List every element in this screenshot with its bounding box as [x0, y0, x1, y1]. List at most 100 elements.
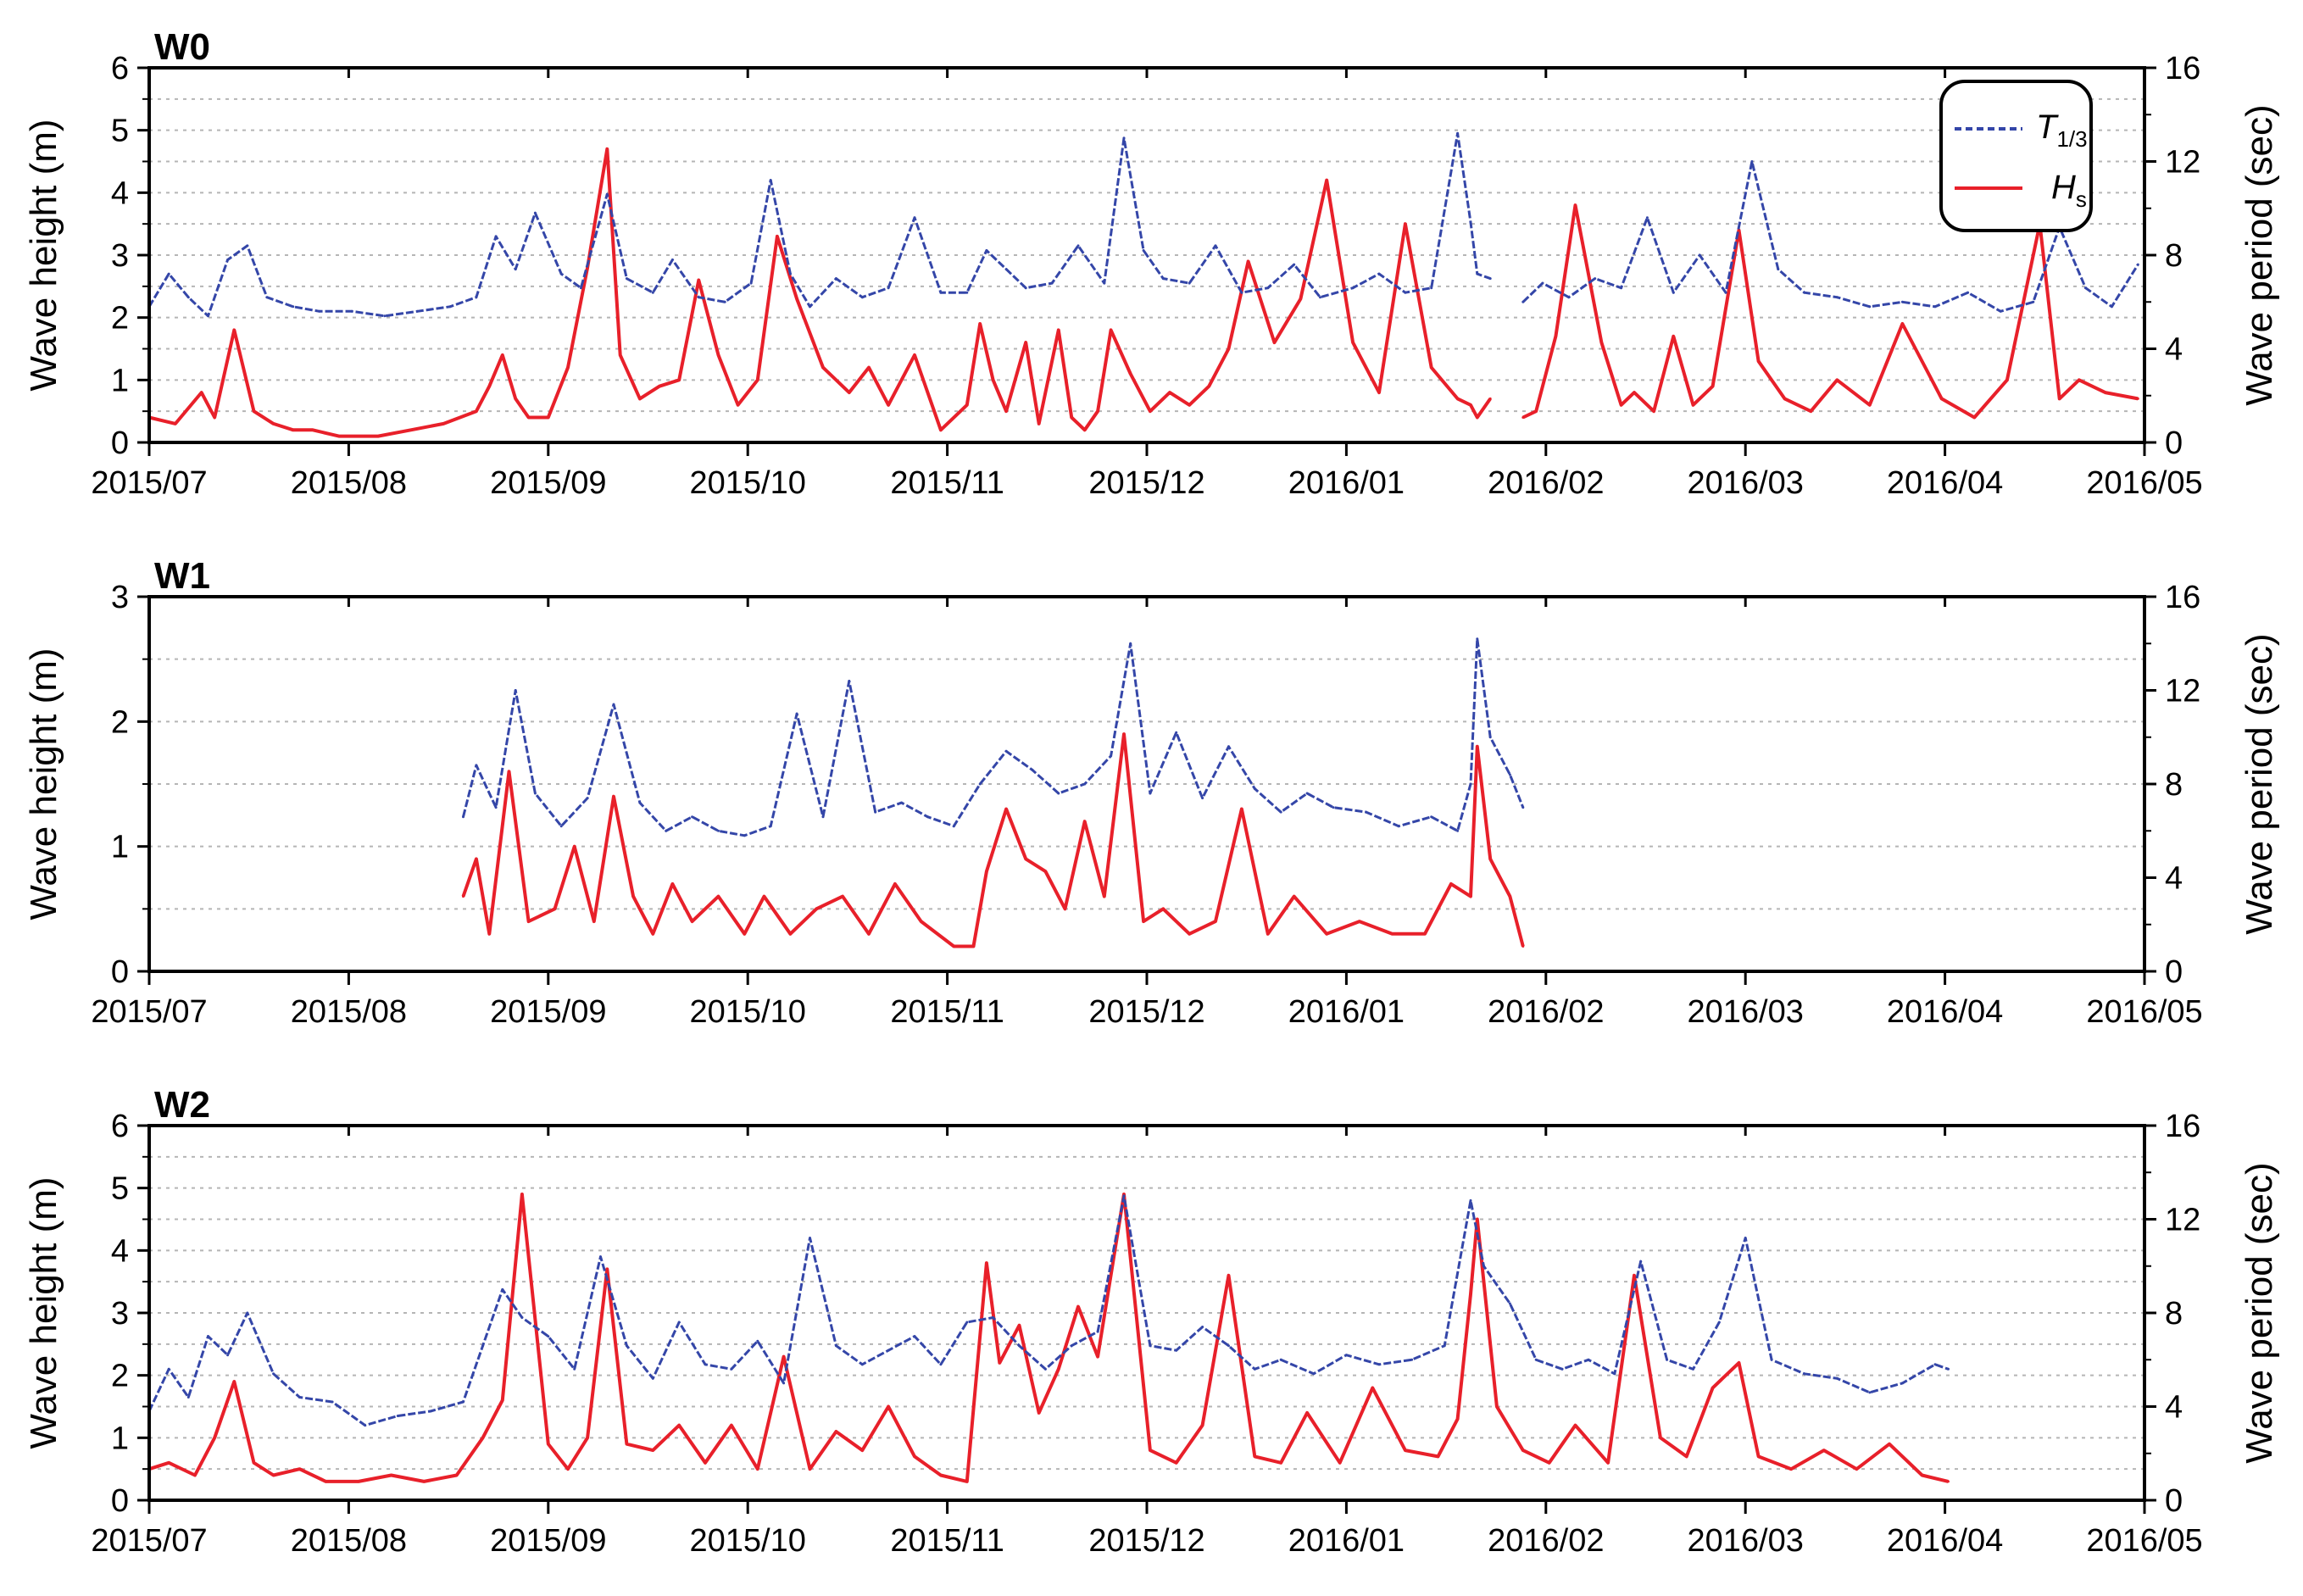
data-point-hs — [442, 422, 445, 425]
data-point-hs — [1620, 403, 1623, 407]
data-point-t13 — [1227, 745, 1230, 748]
data-point-hs — [1554, 335, 1557, 338]
y2-axis-title: Wave period (sec) — [2239, 104, 2280, 405]
y-tick-label: 5 — [111, 114, 129, 149]
data-point-t13 — [1293, 263, 1296, 266]
data-point-hs — [625, 1443, 628, 1446]
data-point-hs — [1783, 397, 1786, 400]
data-point-t13 — [559, 825, 563, 828]
data-point-t13 — [1305, 792, 1309, 795]
data-point-t13 — [298, 1396, 301, 1399]
data-point-t13 — [717, 829, 720, 832]
data-point-hs — [1247, 259, 1250, 263]
data-point-t13 — [1201, 797, 1204, 800]
data-point-hs — [867, 366, 871, 370]
data-point-hs — [1685, 1454, 1688, 1458]
data-point-hs — [619, 353, 622, 357]
data-point-hs — [1293, 895, 1296, 898]
data-point-t13 — [462, 815, 464, 819]
data-point-hs — [1253, 1454, 1256, 1458]
y-axis-title: Wave height (m) — [23, 119, 64, 391]
data-point-t13 — [1724, 291, 1727, 294]
data-point-t13 — [1541, 281, 1544, 285]
data-point-t13 — [1227, 1344, 1230, 1348]
data-point-hs — [1305, 1411, 1309, 1415]
data-point-hs — [1855, 1467, 1858, 1471]
data-point-hs — [1103, 895, 1106, 898]
data-point-t13 — [1057, 792, 1060, 795]
data-point-t13 — [1043, 1367, 1047, 1371]
data-point-hs — [553, 907, 556, 910]
x-tick-label: 2016/02 — [1488, 1523, 1604, 1559]
data-point-t13 — [1377, 1363, 1381, 1366]
data-point-t13 — [520, 1316, 524, 1319]
y-tick-label: 5 — [111, 1171, 129, 1207]
data-point-hs — [2136, 397, 2139, 400]
data-point-t13 — [396, 1415, 399, 1417]
data-point-hs — [1599, 341, 1603, 344]
data-point-hs — [1868, 403, 1872, 407]
data-point-t13 — [939, 1363, 943, 1366]
data-point-t13 — [1594, 277, 1597, 281]
data-point-t13 — [547, 1335, 550, 1338]
data-point-hs — [592, 920, 596, 923]
y2-tick-label: 0 — [2165, 954, 2183, 990]
data-point-hs — [1521, 945, 1525, 948]
x-tick-label: 2016/04 — [1887, 465, 2003, 501]
x-tick-label: 2015/11 — [890, 994, 1004, 1030]
data-point-t13 — [625, 277, 628, 281]
data-point-hs — [1456, 1417, 1460, 1421]
data-point-hs — [1476, 1218, 1479, 1221]
data-point-hs — [913, 1454, 916, 1458]
data-point-hs — [2104, 391, 2107, 394]
data-point-t13 — [599, 1255, 602, 1259]
y-tick-label: 0 — [111, 1483, 129, 1519]
data-point-hs — [677, 1424, 681, 1427]
data-point-t13 — [1070, 1344, 1073, 1348]
y2-tick-label: 16 — [2165, 51, 2200, 86]
data-point-t13 — [2136, 263, 2139, 266]
x-tick-label: 2016/03 — [1688, 1523, 1804, 1559]
x-tick-label: 2015/08 — [291, 994, 407, 1030]
data-point-t13 — [1469, 1198, 1472, 1202]
data-point-t13 — [1076, 244, 1080, 247]
data-point-hs — [704, 1461, 707, 1465]
data-point-t13 — [809, 1237, 811, 1240]
data-point-t13 — [1024, 286, 1027, 290]
data-point-hs — [2005, 378, 2009, 381]
y-tick-label: 3 — [111, 1296, 129, 1332]
x-tick-label: 2015/10 — [690, 994, 806, 1030]
data-point-hs — [992, 378, 995, 381]
data-point-t13 — [292, 305, 295, 309]
data-point-t13 — [1004, 268, 1008, 271]
data-point-hs — [1469, 403, 1472, 407]
data-point-hs — [475, 409, 478, 413]
data-point-hs — [1142, 920, 1145, 923]
data-point-t13 — [860, 1363, 864, 1366]
data-point-t13 — [926, 815, 929, 819]
x-tick-label: 2016/02 — [1488, 994, 1604, 1030]
data-point-t13 — [1456, 131, 1460, 135]
data-point-t13 — [1377, 272, 1381, 275]
data-point-t13 — [1004, 749, 1008, 753]
y-tick-label: 1 — [111, 1421, 129, 1456]
data-point-hs — [677, 378, 681, 381]
data-point-hs — [1358, 920, 1361, 923]
data-point-hs — [1437, 1454, 1439, 1458]
data-point-t13 — [1488, 277, 1492, 281]
x-tick-label: 2016/05 — [2086, 994, 2202, 1030]
data-point-hs — [200, 391, 203, 394]
data-point-hs — [756, 378, 759, 381]
data-point-hs — [1227, 1274, 1230, 1277]
x-tick-label: 2016/05 — [2086, 465, 2202, 501]
data-point-hs — [1940, 397, 1944, 400]
data-point-t13 — [730, 1367, 733, 1371]
data-point-hs — [815, 907, 818, 910]
x-tick-label: 2015/11 — [890, 465, 1004, 501]
data-point-t13 — [1587, 1358, 1590, 1361]
data-point-hs — [1738, 1361, 1740, 1365]
y2-tick-label: 4 — [2165, 861, 2183, 897]
data-point-hs — [612, 795, 615, 798]
data-point-hs — [1175, 1461, 1178, 1465]
legend-hs-label: Hs — [2051, 169, 2087, 212]
